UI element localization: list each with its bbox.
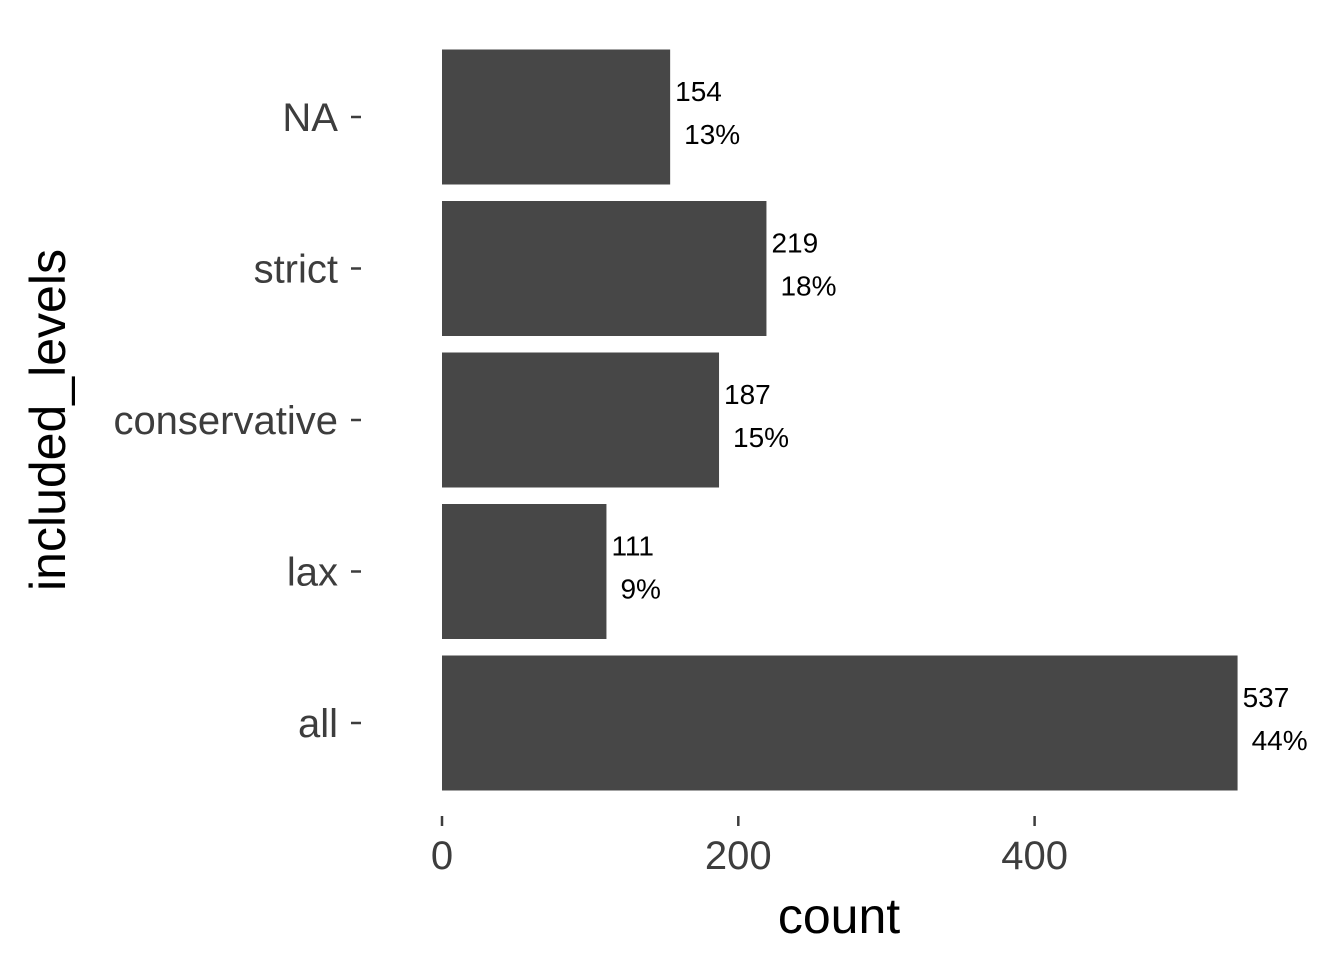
bar-strict	[442, 201, 767, 336]
bar-all	[442, 655, 1238, 791]
bar-na	[442, 49, 671, 185]
y-tick-label-all: all	[298, 702, 338, 746]
data-label-count-all: 537	[1243, 682, 1290, 713]
data-label-count-conservative: 187	[724, 379, 771, 410]
x-tick-label-0: 0	[431, 834, 453, 878]
y-axis-title: included_levels	[20, 249, 76, 591]
y-tick-label-na: NA	[282, 96, 338, 140]
y-tick-label-conservative: conservative	[113, 399, 338, 443]
data-label-count-strict: 219	[771, 228, 818, 259]
data-label-percent-lax: 9%	[620, 574, 660, 605]
bar-lax	[442, 504, 607, 639]
bar-conservative	[442, 352, 720, 488]
data-label-count-lax: 111	[611, 531, 654, 562]
x-axis-title: count	[778, 888, 900, 944]
data-label-percent-na: 13%	[684, 119, 740, 150]
data-label-percent-conservative: 15%	[733, 422, 789, 453]
bars-layer	[442, 49, 1238, 791]
x-tick-label-200: 200	[705, 834, 772, 878]
data-labels-layer: 537 44% 111 9% 187 15% 219 18% 154 13%	[611, 76, 1307, 756]
y-tick-label-strict: strict	[254, 248, 338, 292]
x-tick-label-400: 400	[1001, 834, 1068, 878]
y-axis-categories: all lax conservative strict NA	[113, 96, 361, 746]
data-label-percent-strict: 18%	[780, 271, 836, 302]
data-label-percent-all: 44%	[1252, 725, 1308, 756]
x-axis-ticks: 0 200 400	[431, 816, 1068, 878]
y-tick-label-lax: lax	[287, 551, 338, 595]
data-label-count-na: 154	[675, 76, 722, 107]
